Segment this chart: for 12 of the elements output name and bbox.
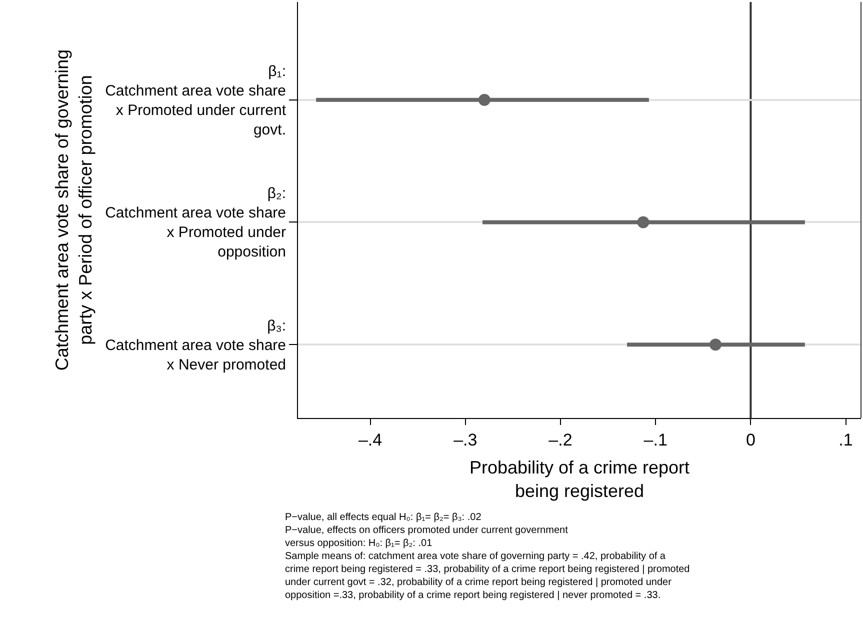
y-tick-label: β₁: Catchment area vote share x Promoted under current govt. — [105, 62, 287, 138]
x-tick-label: .1 — [838, 430, 853, 450]
x-tick-label: –.1 — [644, 430, 668, 450]
y-tick-label: β₃: Catchment area vote share x Never promoted — [105, 317, 286, 374]
x-tick-label: –.2 — [548, 430, 572, 450]
text: P−value, all effects equal H₀: β₁= β₂= β₃: .02 P−value, effects on officers promoted under current government versus opposition: H₀: β₁= β₂: .01 Sample means of: catchment area vote share of governing party = .42, probability of a crime report being registered = .33, probability of a crime report being registered | promoted under current govt = .32, probability of a crime report being registered | promoted under opposition =.33, probability of a crime report being registered | never promoted = .33. — [285, 512, 690, 601]
x-tick-label: –.3 — [454, 430, 478, 450]
x-tick-label: 0 — [746, 430, 756, 450]
y-tick-label: β₂: Catchment area vote share x Promoted under opposition — [105, 185, 286, 261]
x-tick-label: –.4 — [358, 430, 382, 450]
y-axis-title: Catchment area vote share of governing party x Period of officer promotion — [52, 49, 96, 371]
x-axis-title: Probability of a crime report being registered — [469, 458, 690, 501]
